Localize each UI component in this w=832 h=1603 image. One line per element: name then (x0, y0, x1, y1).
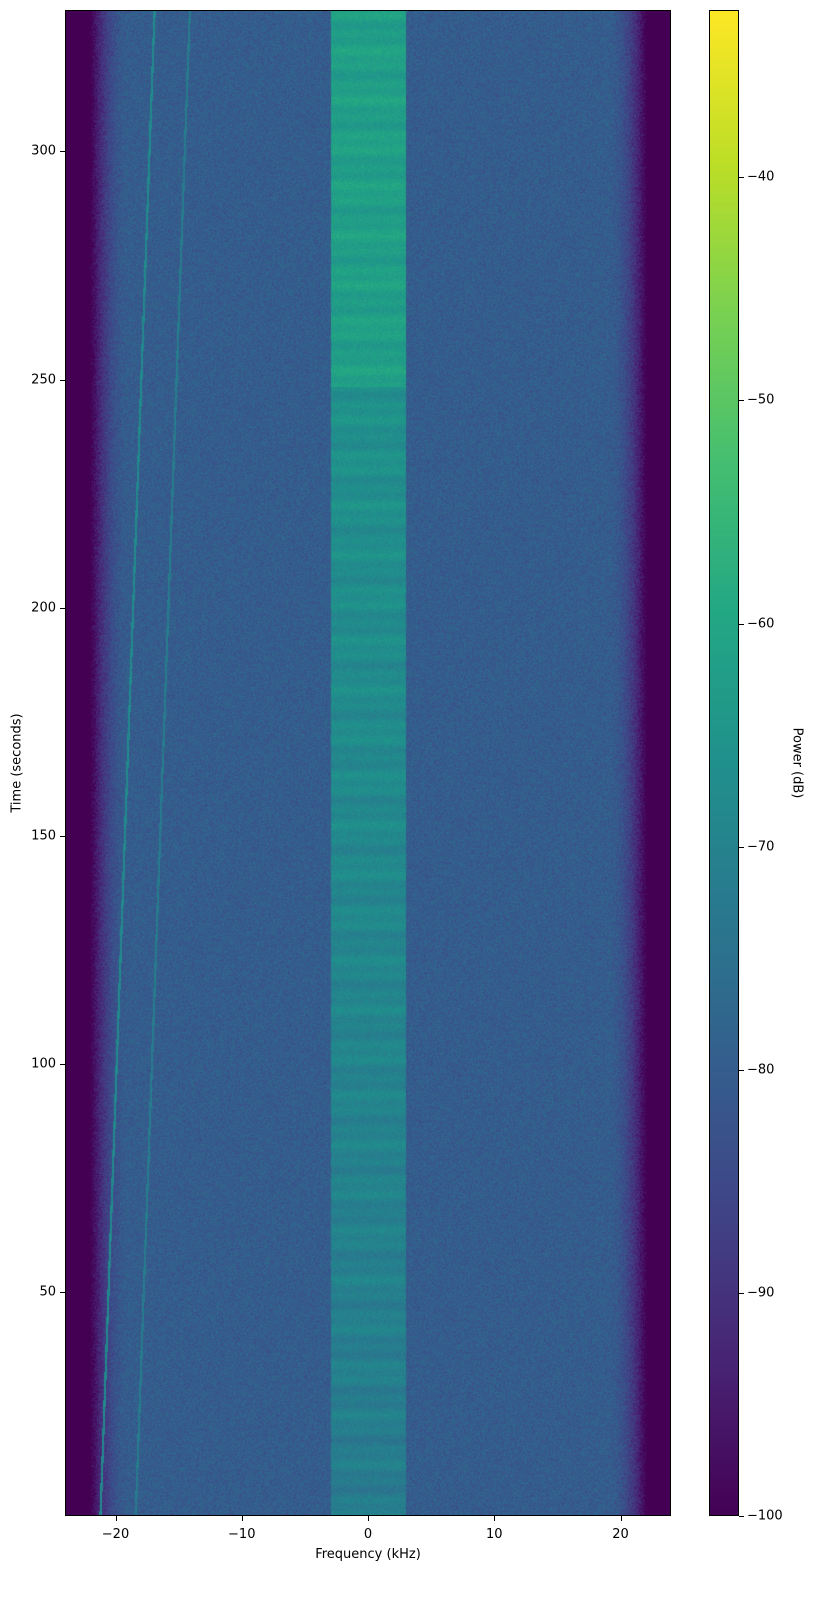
y-tick-label: 200 (31, 600, 56, 616)
y-tick (60, 151, 65, 153)
plot-area (65, 10, 671, 1516)
colorbar-tick (739, 400, 744, 402)
y-tick-label: 50 (39, 1284, 56, 1300)
colorbar-tick (739, 846, 744, 848)
x-tick (115, 1516, 117, 1521)
y-tick-label: 100 (31, 1056, 56, 1072)
colorbar-tick (739, 1292, 744, 1294)
colorbar-tick (739, 1516, 744, 1517)
spectrogram-image (66, 11, 670, 1515)
y-tick-label: 150 (31, 828, 56, 844)
y-axis-label: Time (seconds) (9, 713, 25, 813)
x-tick (368, 1516, 369, 1521)
x-tick (494, 1516, 496, 1521)
colorbar-tick (739, 623, 744, 625)
y-tick-label: 300 (31, 143, 56, 159)
colorbar-label: Power (dB) (789, 727, 805, 799)
colorbar-tick-label: −100 (747, 1508, 783, 1524)
x-tick-label: 0 (363, 1527, 373, 1542)
y-tick (60, 836, 65, 838)
colorbar-tick-label: −70 (747, 839, 775, 855)
x-tick-label: 20 (612, 1527, 629, 1542)
colorbar-tick (739, 1069, 744, 1071)
colorbar-tick-label: −60 (747, 616, 775, 632)
colorbar-gradient (710, 11, 738, 1515)
x-tick-label: −20 (101, 1527, 130, 1542)
colorbar (709, 10, 739, 1516)
colorbar-tick-label: −80 (747, 1062, 775, 1078)
colorbar-tick-label: −90 (747, 1285, 775, 1301)
x-tick (620, 1516, 622, 1521)
y-tick (60, 607, 65, 609)
x-tick-label: 10 (485, 1527, 503, 1542)
x-tick (241, 1516, 243, 1521)
colorbar-tick-label: −50 (747, 392, 775, 408)
y-tick (60, 379, 65, 381)
y-tick (60, 1064, 65, 1066)
x-axis-label: Frequency (kHz) (315, 1547, 421, 1562)
y-tick-label: 250 (31, 372, 56, 388)
colorbar-tick-label: −40 (747, 169, 775, 185)
x-tick-label: −10 (228, 1527, 256, 1542)
colorbar-tick (739, 177, 744, 179)
y-tick (60, 1292, 65, 1294)
